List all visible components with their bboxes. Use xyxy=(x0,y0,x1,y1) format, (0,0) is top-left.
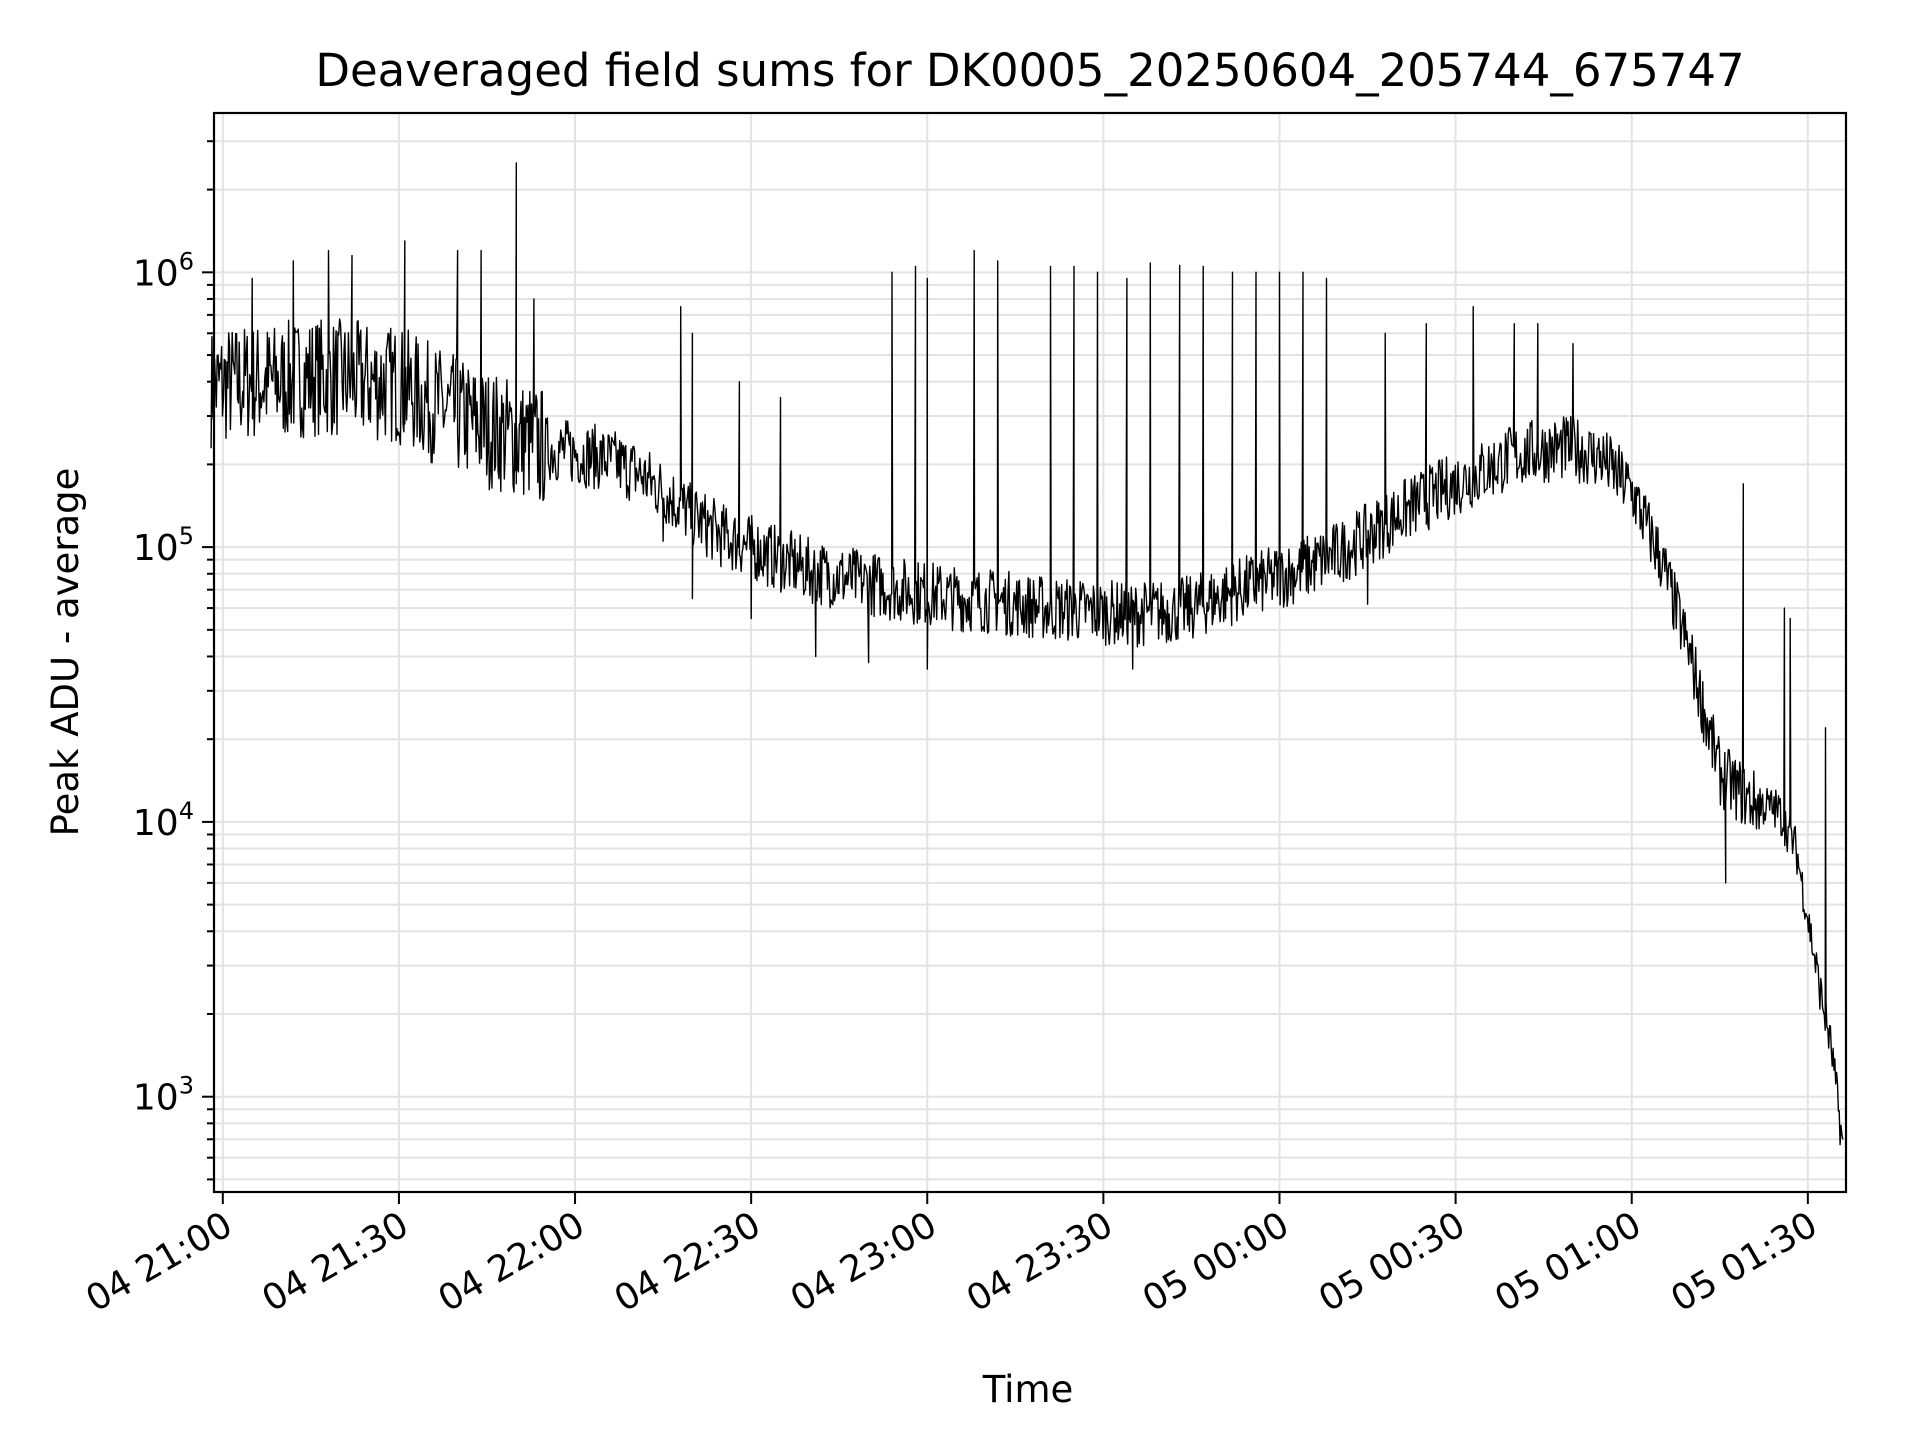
y-tick-base: 10 xyxy=(133,253,179,294)
y-tick-exponent: 3 xyxy=(179,1072,194,1100)
y-tick-label: 104 xyxy=(133,797,194,844)
y-tick-label: 105 xyxy=(133,522,194,569)
plot-frame xyxy=(212,111,1848,1194)
y-tick-label: 103 xyxy=(133,1072,194,1119)
y-tick-exponent: 6 xyxy=(179,247,194,275)
x-axis-label: Time xyxy=(982,1368,1074,1411)
x-gridlines xyxy=(221,113,1809,1192)
data-series xyxy=(210,162,1844,1146)
y-tick-base: 10 xyxy=(133,1078,179,1119)
series-line xyxy=(210,162,1844,1146)
y-tick-base: 10 xyxy=(133,803,179,844)
y-tick-base: 10 xyxy=(133,528,179,569)
y-tick-label: 106 xyxy=(133,247,194,294)
chart-title: Deaveraged field sums for DK0005_2025060… xyxy=(315,44,1744,97)
y-tick-exponent: 5 xyxy=(179,522,194,550)
y-gridlines xyxy=(214,140,1846,1181)
y-tick-exponent: 4 xyxy=(179,797,194,825)
y-axis-label: Peak ADU - average xyxy=(44,468,87,837)
